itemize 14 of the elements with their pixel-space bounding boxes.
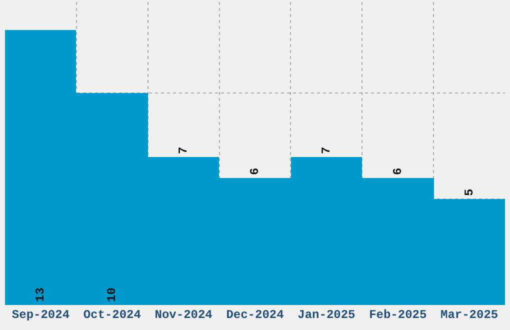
data-label: 6 <box>248 168 262 175</box>
data-label: 7 <box>176 146 190 154</box>
x-tick-label: Feb-2025 <box>369 308 427 322</box>
x-tick-label: Mar-2025 <box>440 308 498 322</box>
x-tick-label: Oct-2024 <box>83 308 141 322</box>
data-label: 13 <box>34 288 48 302</box>
data-label: 7 <box>320 146 334 154</box>
x-tick-label: Jan-2025 <box>298 308 356 322</box>
x-tick-label: Nov-2024 <box>154 308 212 322</box>
data-label: 5 <box>462 188 476 196</box>
data-label: 10 <box>105 288 119 302</box>
data-label: 6 <box>391 168 405 175</box>
x-tick-label: Sep-2024 <box>12 308 70 322</box>
x-tick-label: Dec-2024 <box>226 308 284 322</box>
